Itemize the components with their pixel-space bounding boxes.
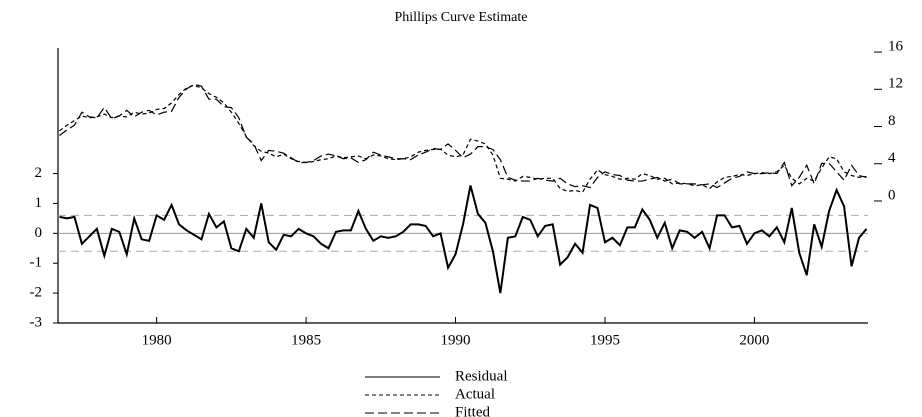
- y2-tick-label: 12: [888, 76, 903, 92]
- x-tick-label: 1990: [441, 332, 471, 348]
- y2-tick-label: 0: [888, 187, 896, 203]
- y-tick-label: 2: [35, 165, 43, 181]
- y-tick-label: -3: [30, 314, 43, 330]
- x-tick-label: 1980: [142, 332, 172, 348]
- y-tick-label: -1: [30, 255, 43, 271]
- series-line: [59, 83, 867, 189]
- y-tick-label: 0: [35, 225, 43, 241]
- series-line: [59, 84, 867, 193]
- y-tick-label: -2: [30, 285, 43, 301]
- x-tick-label: 1985: [291, 332, 321, 348]
- series-line: [59, 185, 868, 294]
- legend-label: Residual: [455, 368, 508, 384]
- legend-label: Actual: [455, 386, 495, 402]
- y2-tick-label: 4: [888, 150, 896, 166]
- legend-label: Fitted: [455, 404, 491, 417]
- x-tick-label: 1995: [590, 332, 620, 348]
- x-tick-label: 2000: [739, 332, 769, 348]
- y-tick-label: 1: [35, 195, 43, 211]
- y2-tick-label: 8: [888, 113, 896, 129]
- y2-tick-label: 16: [888, 39, 904, 55]
- chart-title: Phillips Curve Estimate: [395, 10, 528, 25]
